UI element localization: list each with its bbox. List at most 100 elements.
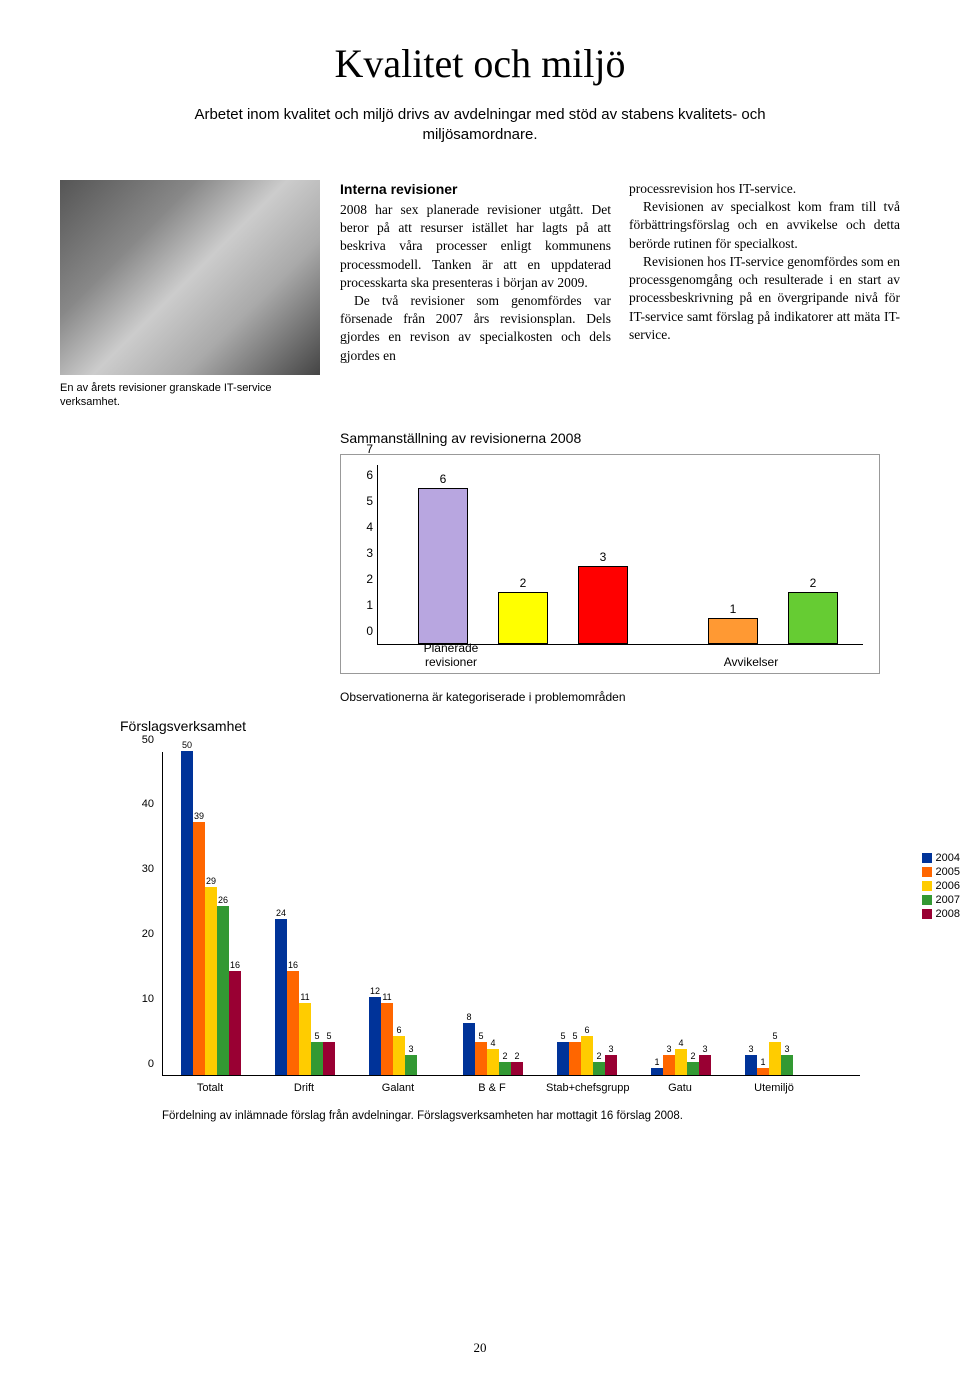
chart2-bar-value: 3	[405, 1044, 417, 1054]
chart1-bar-value: 2	[788, 576, 838, 590]
chart2-bar-value: 4	[487, 1038, 499, 1048]
legend-swatch	[922, 909, 932, 919]
chart2-title: Förslagsverksamhet	[120, 718, 900, 734]
chart2-bar	[581, 1036, 593, 1075]
legend-item: 2007	[922, 894, 960, 906]
chart2-bar	[757, 1068, 769, 1074]
chart2-bar-value: 12	[369, 986, 381, 996]
chart2-caption: Fördelning av inlämnade förslag från avd…	[162, 1110, 683, 1122]
chart1-bar-value: 3	[578, 550, 628, 564]
chart2-bar-value: 1	[651, 1057, 663, 1067]
chart1-title: Sammanställning av revisionerna 2008	[340, 430, 900, 446]
legend-item: 2006	[922, 880, 960, 892]
legend-item: 2004	[922, 852, 960, 864]
legend-label: 2006	[936, 880, 960, 892]
chart1-ytick: 0	[366, 624, 373, 638]
chart2-ytick: 50	[142, 734, 154, 746]
chart1-ytick: 1	[366, 598, 373, 612]
chart2-bar	[605, 1055, 617, 1074]
legend-label: 2005	[936, 866, 960, 878]
chart2-xlabel: Utemiljö	[734, 1082, 814, 1094]
chart2-ytick: 0	[148, 1058, 154, 1070]
chart1-bar	[418, 488, 468, 644]
legend-swatch	[922, 895, 932, 905]
chart2-bar	[511, 1062, 523, 1075]
chart1-xlabel-2: Avvikelser	[701, 655, 801, 669]
chart1-ytick: 2	[366, 572, 373, 586]
chart2-ytick: 30	[142, 863, 154, 875]
body-p1: 2008 har sex planerade revisioner utgått…	[340, 201, 611, 292]
page-number: 20	[474, 1340, 487, 1356]
chart2-bar-value: 8	[463, 1012, 475, 1022]
chart2-bar	[287, 971, 299, 1075]
chart2-bar-value: 5	[769, 1031, 781, 1041]
chart2-plot: 5039292616241611551211638542255623134233…	[162, 752, 860, 1076]
chart2-bar-value: 11	[299, 992, 311, 1002]
chart2-bar	[463, 1023, 475, 1075]
chart2-bar-value: 2	[511, 1051, 523, 1061]
chart2-bar	[745, 1055, 757, 1074]
legend-swatch	[922, 853, 932, 863]
chart2-xlabel: Galant	[358, 1082, 438, 1094]
chart2-bar-value: 5	[557, 1031, 569, 1041]
chart2-bar	[381, 1003, 393, 1074]
chart2-bar	[311, 1042, 323, 1074]
chart1-bar	[498, 592, 548, 644]
chart2-bar-value: 2	[593, 1051, 605, 1061]
chart2-bar-value: 24	[275, 908, 287, 918]
body-p4: Revisionen av specialkost kom fram till …	[629, 198, 900, 253]
chart2-bar-value: 16	[229, 960, 241, 970]
body-p3: processrevision hos IT-service.	[629, 180, 900, 198]
chart2-bar-value: 3	[663, 1044, 675, 1054]
chart2-bar-value: 6	[393, 1025, 405, 1035]
chart1-ytick: 5	[366, 494, 373, 508]
observation-text: Observationerna är kategoriserade i prob…	[340, 690, 900, 704]
body-text: Interna revisioner 2008 har sex planerad…	[340, 180, 900, 410]
chart2-bar-value: 4	[675, 1038, 687, 1048]
chart2-bar-value: 11	[381, 992, 393, 1002]
chart1-section: Sammanställning av revisionerna 2008 0 1 2…	[340, 430, 900, 674]
photo-placeholder	[60, 180, 320, 375]
chart2-xlabel: B & F	[452, 1082, 532, 1094]
chart2-bar-value: 26	[217, 895, 229, 905]
chart2-bar-value: 50	[181, 740, 193, 750]
chart2-bar	[769, 1042, 781, 1074]
chart2-bar	[651, 1068, 663, 1074]
photo-caption: En av årets revisioner granskade IT-serv…	[60, 381, 320, 410]
chart2-bar-value: 16	[287, 960, 299, 970]
chart2-bar	[781, 1055, 793, 1074]
chart2-bar-value: 3	[781, 1044, 793, 1054]
body-heading: Interna revisioner	[340, 180, 611, 199]
chart2-bar-value: 1	[757, 1057, 769, 1067]
body-p5: Revisionen hos IT-service genomfördes so…	[629, 253, 900, 344]
chart2-bar	[229, 971, 241, 1075]
chart1-ytick: 7	[366, 442, 373, 456]
chart2-box: 01020304050 5039292616241611551211638542…	[120, 742, 960, 1122]
chart2-bar	[275, 919, 287, 1075]
chart2-bar	[475, 1042, 487, 1074]
chart2-xlabel: Drift	[264, 1082, 344, 1094]
chart2-ytick: 10	[142, 993, 154, 1005]
chart1-plot: 62312	[377, 465, 863, 645]
chart2-bar	[487, 1049, 499, 1075]
chart2-bar	[699, 1055, 711, 1074]
legend-label: 2007	[936, 894, 960, 906]
chart2-bar	[663, 1055, 675, 1074]
chart2-y-axis: 01020304050	[134, 752, 156, 1076]
chart2-bar	[405, 1055, 417, 1074]
chart2-bar-value: 29	[205, 876, 217, 886]
chart2-bar	[369, 997, 381, 1075]
chart1-bar-value: 2	[498, 576, 548, 590]
chart2-bar	[675, 1049, 687, 1075]
legend-item: 2008	[922, 908, 960, 920]
legend-swatch	[922, 881, 932, 891]
chart1-ytick: 3	[366, 546, 373, 560]
chart2-bar	[323, 1042, 335, 1074]
chart1-bar	[788, 592, 838, 644]
chart1-ytick: 6	[366, 468, 373, 482]
chart2-bar	[181, 751, 193, 1075]
chart2-bar-value: 5	[323, 1031, 335, 1041]
chart2-bar-value: 3	[699, 1044, 711, 1054]
chart2-bar-value: 2	[687, 1051, 699, 1061]
chart2-bar	[299, 1003, 311, 1074]
